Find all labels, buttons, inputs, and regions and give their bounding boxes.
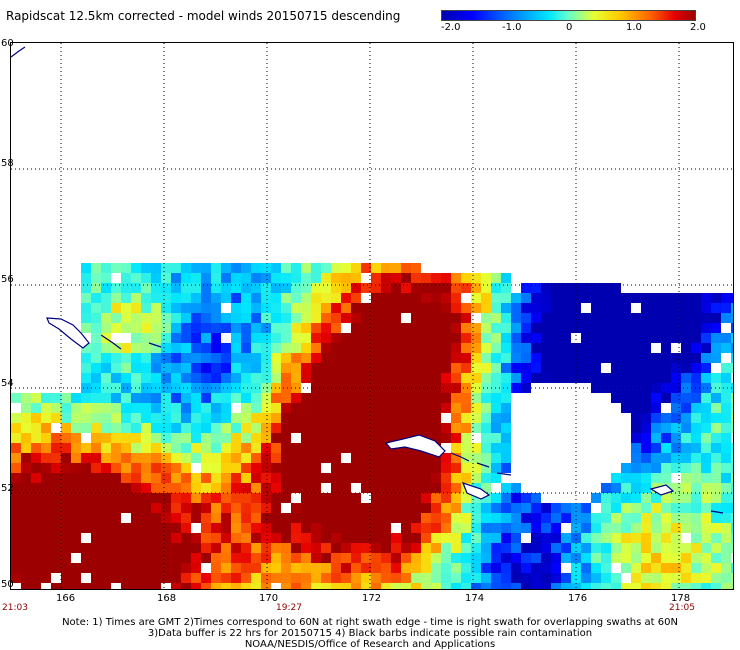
- lon-label: 172: [362, 593, 382, 604]
- lon-label: 170: [259, 593, 279, 604]
- colorbar: [441, 10, 696, 21]
- lon-label: 168: [157, 593, 177, 604]
- lon-label: 176: [568, 593, 588, 604]
- wind-map: [10, 42, 734, 590]
- wind-map-canvas: [11, 43, 733, 589]
- note-line-3: NOAA/NESDIS/Office of Research and Appli…: [244, 639, 496, 650]
- lat-label: 60: [1, 38, 14, 49]
- colorbar-tick: 0: [566, 22, 573, 33]
- note-line-1: Note: 1) Times are GMT 2)Times correspon…: [62, 617, 678, 628]
- lat-label: 54: [1, 378, 14, 389]
- wind-difference-cells: [11, 263, 733, 589]
- colorbar-tick: 1.0: [626, 22, 642, 33]
- lon-label: 166: [56, 593, 76, 604]
- lat-label: 52: [1, 483, 14, 494]
- time-label: 21:03: [2, 603, 28, 613]
- colorbar-tick: -2.0: [441, 22, 461, 33]
- colorbar-tick: -1.0: [502, 22, 522, 33]
- lon-label: 174: [465, 593, 485, 604]
- time-label: 19:27: [276, 603, 302, 613]
- lat-label: 58: [1, 158, 14, 169]
- lon-label: 178: [671, 593, 691, 604]
- coastline: [11, 46, 724, 514]
- lat-label: 50: [1, 579, 14, 590]
- colorbar-tick: 2.0: [690, 22, 706, 33]
- time-label: 21:05: [669, 603, 695, 613]
- note-line-2: 3)Data buffer is 22 hrs for 20150715 4) …: [147, 628, 593, 639]
- lat-label: 56: [1, 274, 14, 285]
- chart-title: Rapidscat 12.5km corrected - model winds…: [6, 9, 401, 23]
- graticule: [11, 43, 733, 589]
